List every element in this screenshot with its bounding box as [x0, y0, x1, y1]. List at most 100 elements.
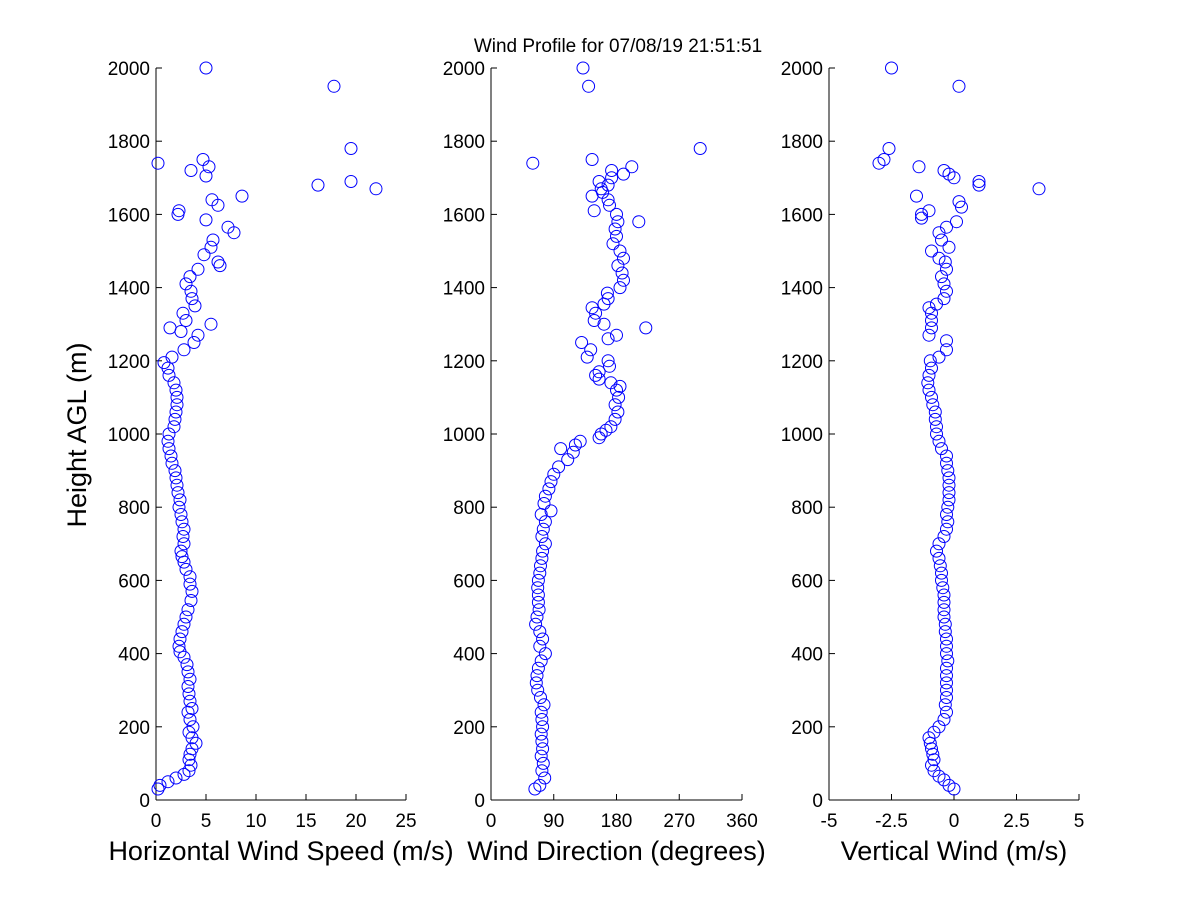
data-point — [935, 566, 948, 580]
data-point — [182, 687, 196, 701]
data-point — [191, 262, 205, 276]
data-point — [604, 420, 618, 434]
data-point — [169, 471, 183, 485]
panel-vertical-wind: 0 200 400 600 800 1000 1200 1400 1600 1800 2000 -5 -… — [781, 59, 1085, 866]
data-point — [580, 350, 594, 364]
data-point — [940, 691, 953, 704]
data-point — [542, 482, 556, 496]
y-tick-label: 1800 — [108, 132, 150, 153]
data-point — [940, 220, 953, 234]
data-point — [942, 478, 956, 492]
y-tick-label: 0 — [139, 791, 150, 812]
x-tick-label: 20 — [345, 811, 366, 832]
data-point — [617, 273, 630, 287]
data-point — [955, 200, 968, 214]
data-point — [972, 175, 986, 188]
data-point — [937, 773, 951, 787]
data-point — [940, 262, 953, 276]
y-tick-label: 0 — [812, 791, 823, 812]
data-point — [932, 251, 946, 265]
data-point — [197, 248, 211, 262]
data-point — [613, 281, 627, 295]
data-point — [167, 376, 181, 390]
data-point — [940, 676, 953, 690]
y-tick-label: 1400 — [443, 279, 485, 300]
y-tick-label: 800 — [791, 498, 823, 519]
data-point — [935, 442, 948, 456]
data-point — [537, 497, 551, 510]
y-tick-label: 600 — [791, 571, 823, 592]
data-point — [182, 764, 196, 778]
data-point — [536, 632, 550, 646]
data-point — [952, 195, 966, 209]
data-point — [632, 215, 646, 229]
data-point — [600, 286, 614, 300]
data-point — [170, 390, 184, 404]
data-point — [369, 182, 383, 196]
data-point — [942, 493, 956, 507]
data-point — [937, 595, 951, 609]
data-point — [552, 460, 566, 474]
data-point — [938, 698, 952, 712]
y-tick-label: 1000 — [108, 425, 150, 446]
data-point — [940, 508, 953, 521]
data-point — [947, 171, 961, 185]
data-point — [575, 336, 589, 349]
data-point — [605, 164, 619, 177]
data-point — [935, 233, 948, 247]
data-point — [529, 676, 543, 690]
x-tick-label: 360 — [726, 811, 758, 832]
data-point — [587, 314, 601, 327]
x-axis-label: Vertical Wind (m/s) — [841, 836, 1068, 866]
y-tick-label: 1600 — [781, 205, 823, 226]
data-point — [165, 350, 179, 364]
data-point — [925, 321, 938, 335]
data-point — [587, 204, 601, 218]
data-point — [940, 632, 953, 646]
data-point — [162, 442, 176, 456]
data-point — [161, 434, 175, 448]
data-point — [538, 515, 552, 529]
data-point — [915, 207, 928, 221]
x-tick-label: 180 — [601, 811, 633, 832]
data-point — [205, 193, 219, 207]
data-point — [536, 756, 550, 770]
data-point — [177, 617, 191, 631]
data-point — [177, 767, 191, 781]
data-point — [199, 61, 213, 75]
data-point — [942, 486, 956, 500]
data-point — [169, 771, 183, 785]
data-point — [173, 493, 187, 507]
data-point — [925, 361, 938, 375]
data-point — [592, 365, 606, 379]
data-point — [594, 182, 608, 196]
data-point — [221, 220, 235, 234]
data-point — [183, 747, 197, 761]
y-tick-label: 200 — [118, 718, 150, 739]
data-point — [942, 240, 956, 254]
data-point — [610, 207, 623, 221]
data-point — [531, 581, 545, 595]
data-point — [611, 215, 625, 229]
y-tick-label: 800 — [453, 498, 485, 519]
data-point — [923, 354, 937, 368]
data-point — [612, 390, 626, 404]
data-point — [536, 522, 550, 536]
data-point — [176, 306, 190, 320]
data-point — [940, 343, 953, 357]
data-point — [585, 301, 599, 315]
data-point — [538, 537, 552, 551]
data-point — [213, 259, 227, 273]
data-point — [172, 639, 186, 653]
data-point — [601, 178, 615, 192]
data-point — [932, 551, 946, 565]
data-point — [163, 321, 177, 335]
data-point — [533, 566, 547, 580]
data-point — [173, 645, 187, 659]
x-tick-label: 25 — [395, 811, 416, 832]
data-point — [585, 153, 599, 166]
data-point — [937, 588, 951, 602]
data-point — [172, 500, 186, 514]
data-point — [573, 434, 587, 448]
